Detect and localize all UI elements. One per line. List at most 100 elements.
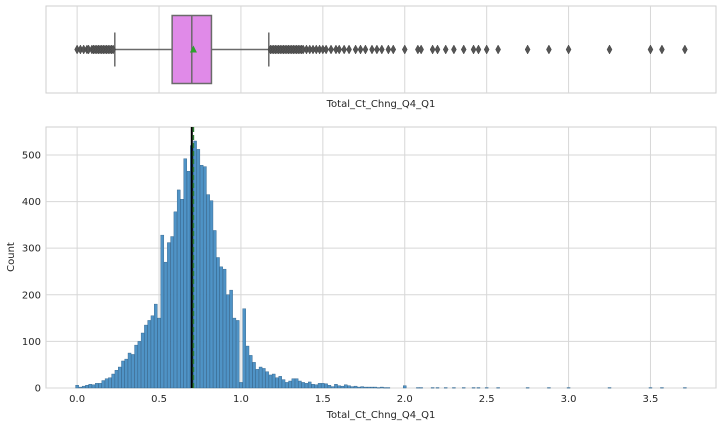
histogram-bar: [137, 341, 142, 389]
histogram-bar: [337, 385, 341, 389]
histogram-bar: [275, 377, 279, 389]
histogram-bar: [226, 294, 230, 389]
histogram-bar: [118, 366, 122, 389]
histogram-bar: [127, 352, 132, 389]
histogram-bar: [134, 344, 138, 389]
outlier-high: [524, 44, 531, 55]
histogram-bar: [353, 385, 358, 389]
outlier-high: [475, 44, 482, 55]
histogram-xtick-label: 1.5: [315, 394, 331, 405]
histogram-ytick-label: 500: [22, 150, 41, 161]
histogram-bar: [288, 380, 292, 389]
histogram-bar: [203, 166, 207, 389]
histogram-bar: [239, 382, 243, 389]
histogram-bar: [304, 383, 309, 389]
histogram-bar: [452, 387, 456, 389]
histogram-xlabel: Total_Ct_Chng_Q4_Q1: [326, 410, 436, 421]
histogram-ytick-label: 100: [22, 337, 41, 348]
histogram-bar: [147, 320, 151, 389]
histogram-bar: [114, 370, 119, 389]
histogram-bar: [334, 384, 338, 389]
outlier-high: [495, 44, 501, 55]
outlier-high: [460, 44, 467, 55]
outlier-high: [346, 44, 352, 55]
outlier-high: [390, 44, 397, 55]
histogram-bar: [471, 387, 476, 389]
histogram-bar: [252, 362, 256, 389]
histogram-bar: [496, 387, 500, 389]
histogram-xticks: 0.0 0.5 1.0 1.5 2.0 2.5 3.0 3.5: [69, 394, 658, 405]
outlier-high: [470, 44, 477, 55]
outlier-high: [483, 44, 490, 55]
histogram-bar: [484, 387, 489, 389]
histogram-bar: [271, 373, 276, 389]
histogram-bar: [131, 354, 135, 389]
outlier-high: [328, 44, 334, 55]
histogram-bar: [81, 385, 86, 389]
histogram-bar: [344, 384, 348, 389]
histogram-bar: [443, 387, 448, 389]
histogram-bar: [121, 360, 125, 389]
histogram-bar: [648, 387, 653, 389]
histogram-bar: [525, 387, 530, 389]
histogram-bar: [301, 382, 305, 389]
histogram-bar: [144, 324, 148, 389]
outlier-high: [385, 44, 392, 55]
outlier-high: [341, 44, 347, 55]
histogram-bar: [186, 171, 191, 389]
histogram-xtick-label: 1.0: [233, 394, 249, 405]
histogram-xtick-label: 3.5: [643, 394, 659, 405]
histogram-bar: [235, 320, 240, 389]
histogram-bar: [101, 380, 106, 389]
histogram-bar: [373, 386, 377, 389]
outlier-high: [357, 44, 364, 55]
histogram-bar: [232, 317, 237, 389]
outlier-high: [379, 44, 385, 55]
histogram-panel: 0.0 0.5 1.0 1.5 2.0 2.5 3.0 3.5 0 100 200 300 400 50…: [6, 126, 717, 421]
histogram-bar: [294, 378, 299, 389]
histogram-xtick-label: 2.0: [397, 394, 413, 405]
outlier-high: [418, 44, 424, 55]
histogram-bar: [258, 366, 263, 389]
histogram-bar: [278, 376, 282, 389]
histogram-xtick-label: 0.5: [151, 394, 167, 405]
outlier-high: [401, 44, 408, 55]
histogram-xtick-label: 2.5: [479, 394, 495, 405]
histogram-bar: [360, 386, 364, 389]
histogram-xtick-label: 3.0: [561, 394, 577, 405]
outlier-high: [352, 44, 359, 55]
histogram-bar: [383, 387, 387, 389]
histogram-bar: [98, 383, 102, 389]
histogram-bar: [380, 386, 384, 389]
histogram-xtick-label: 0.0: [69, 394, 85, 405]
histogram-bar: [167, 242, 171, 389]
histogram-bar: [229, 289, 233, 389]
outlier-high: [429, 44, 436, 55]
histogram-bar: [199, 165, 204, 389]
histogram-bar: [75, 385, 79, 389]
outlier-high: [323, 44, 329, 55]
histogram-bar: [170, 236, 174, 389]
outlier-low: [110, 44, 116, 55]
histogram-bar: [183, 158, 187, 389]
histogram-bar: [173, 211, 178, 389]
histogram-ytick-label: 0: [35, 384, 41, 395]
histogram-bar: [262, 368, 266, 389]
histogram-bar: [160, 234, 165, 389]
histogram-bar: [245, 345, 250, 389]
histogram-bar: [163, 261, 168, 389]
histogram-bar: [285, 382, 289, 389]
outlier-high: [451, 44, 457, 55]
outlier-high: [606, 44, 613, 55]
histogram-bar: [209, 200, 214, 389]
histogram-bar: [357, 386, 361, 389]
histogram-bar: [206, 194, 210, 389]
histogram-bar: [340, 385, 345, 389]
histogram-bar: [314, 384, 319, 389]
histogram-bar: [350, 386, 355, 389]
histogram-bar: [308, 381, 312, 389]
histogram-bar: [311, 384, 315, 389]
histogram-bar: [249, 355, 253, 389]
histogram-bar: [154, 303, 158, 389]
